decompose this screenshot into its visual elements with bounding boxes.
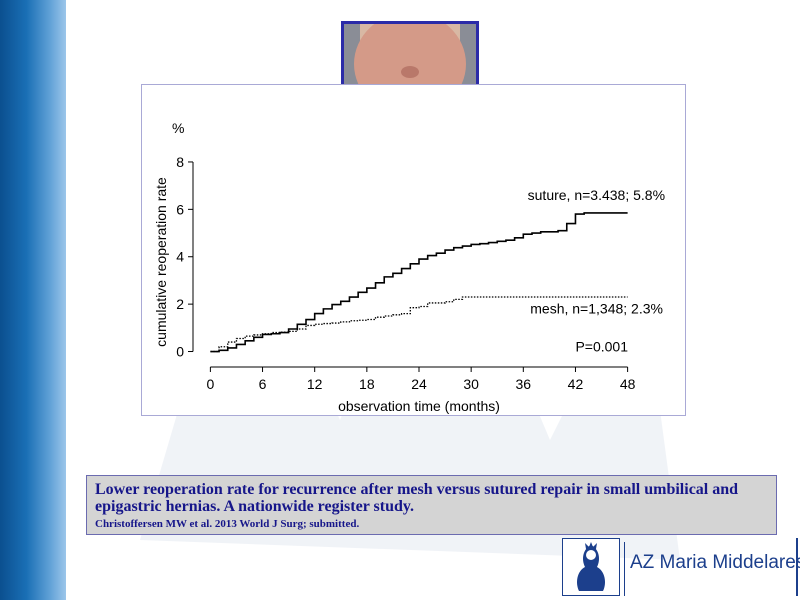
sidebar-gradient-bar <box>0 0 66 600</box>
x-tick-label: 6 <box>259 376 267 392</box>
logo-rule <box>796 538 798 596</box>
caption-main: Lower reoperation rate for recurrence af… <box>95 481 739 515</box>
x-tick-label: 12 <box>307 376 323 392</box>
chart-frame: 0 2 4 6 8 0 6 12 18 24 30 36 42 48% cumulative reopera… <box>141 84 686 416</box>
logo-divider <box>624 542 625 596</box>
axes-layer <box>188 161 629 372</box>
y-tick-label: 2 <box>176 296 184 312</box>
y-tick-label: 0 <box>176 344 184 360</box>
y-tick-label: 4 <box>176 249 184 265</box>
x-tick-label: 48 <box>620 376 636 392</box>
series-label-mesh: mesh, n=1,348; 2.3% <box>530 301 663 317</box>
x-axis-title: observation time (months) <box>338 398 500 414</box>
x-tick-label: 18 <box>359 376 375 392</box>
caption-citation: Christoffersen MW et al. 2013 World J Su… <box>95 518 360 530</box>
az-maria-middelares-logo: AZ Maria Middelares <box>562 538 800 600</box>
series-line-mesh <box>210 296 628 353</box>
logo-emblem-icon <box>562 538 620 596</box>
x-tick-label: 30 <box>463 376 479 392</box>
logo-text: AZ Maria Middelares <box>630 552 800 573</box>
series-layer <box>210 212 628 353</box>
y-axis-title: cumulative reoperation rate <box>153 177 169 347</box>
series-line-suture <box>210 212 628 353</box>
x-tick-label: 0 <box>206 376 214 392</box>
y-unit-label: % <box>172 120 184 136</box>
caption-box: Lower reoperation rate for recurrence af… <box>86 475 777 535</box>
x-tick-label: 24 <box>411 376 427 392</box>
y-tick-label: 6 <box>176 201 184 217</box>
p-value-annotation: P=0.001 <box>575 339 628 355</box>
x-tick-label: 36 <box>516 376 532 392</box>
x-tick-label: 42 <box>568 376 584 392</box>
series-label-suture: suture, n=3.438; 5.8% <box>528 187 665 203</box>
y-tick-label: 8 <box>176 154 184 170</box>
